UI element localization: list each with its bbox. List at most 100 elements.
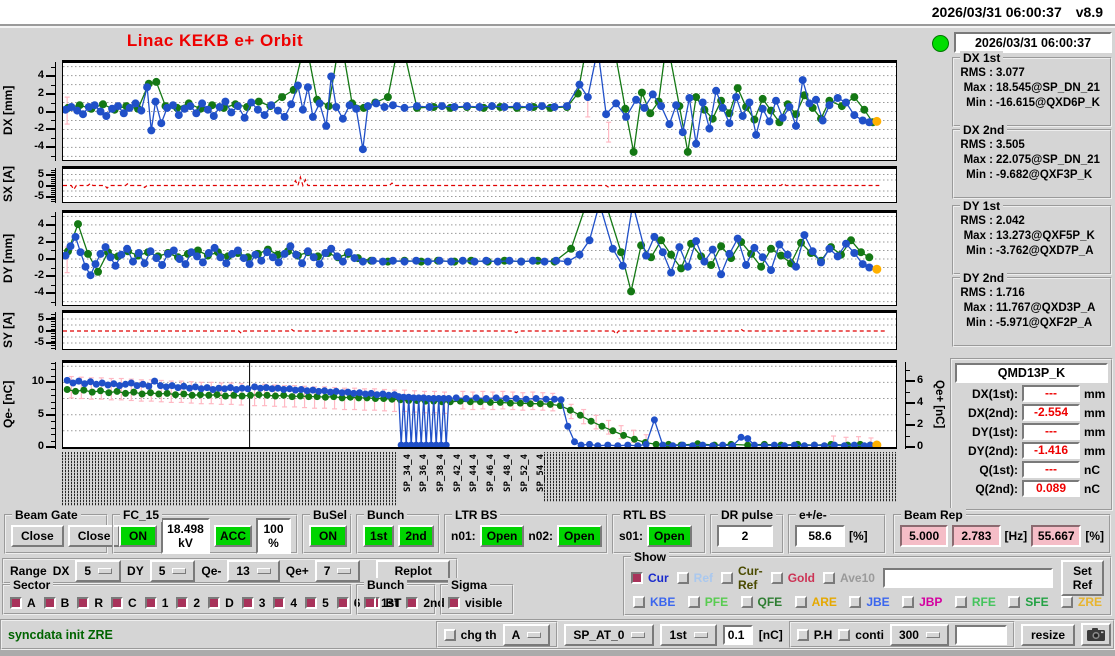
sigma-visible-checkbox[interactable] [448, 596, 460, 609]
sector-6-checkbox[interactable] [336, 596, 349, 609]
camera-snapshot-button[interactable] [1081, 623, 1111, 646]
busel-group: BuSel ON [302, 508, 352, 554]
threshold-input[interactable] [722, 624, 753, 645]
qe-plus-axis-title: Qe+ [nC] [933, 380, 945, 429]
sector-b-checkbox[interactable] [43, 596, 56, 609]
fc15-acc-button[interactable]: ACC [214, 525, 253, 547]
sector-2-checkbox[interactable] [176, 596, 189, 609]
ref-name-input[interactable] [882, 568, 1053, 588]
show-sfe-checkbox[interactable] [1008, 596, 1021, 608]
ltr-n01-open-button[interactable]: Open [479, 525, 525, 547]
bunch-1st-checkbox[interactable] [364, 596, 376, 609]
rtl-bs-group: RTL BS s01: Open [612, 508, 706, 554]
dropdown-indicator-icon [337, 568, 352, 574]
range-qe-plus-dropdown[interactable]: 7 [314, 560, 361, 582]
dy2-min: -5.971@QXF2P_A [996, 317, 1093, 329]
range-dy-dropdown[interactable]: 5 [149, 560, 196, 582]
sx-plot [62, 166, 897, 203]
bpm-select-dropdown[interactable]: SP_AT_0 [564, 623, 655, 646]
sector-4-checkbox[interactable] [273, 596, 286, 609]
page-title: Linac KEKB e+ Orbit [126, 31, 304, 50]
ph-checkbox[interactable] [796, 628, 809, 641]
dx1-title: DX 1st [960, 51, 1004, 65]
sx-y-axis: 5 0 -5 [16, 166, 62, 203]
status-bar: syncdata init ZRE [0, 619, 1115, 650]
dropdown-indicator-icon [693, 631, 708, 638]
bunch-1st-button[interactable]: 1st [363, 525, 395, 547]
busel-on-button[interactable]: ON [309, 525, 347, 547]
show-pfe-checkbox[interactable] [687, 596, 700, 608]
sector-3-checkbox[interactable] [241, 596, 254, 609]
bunch-select-group: Bunch 1st 2nd [356, 578, 445, 615]
dr-pulse-field: 2 [717, 525, 773, 547]
dropdown-indicator-icon [527, 631, 542, 638]
chg-th-checkbox[interactable] [443, 628, 456, 641]
bpm-name-cluster-right [544, 452, 897, 502]
rtl-s01-open-button[interactable]: Open [647, 525, 692, 547]
dy1st-value: --- [1022, 423, 1080, 440]
show-ref-checkbox[interactable] [676, 572, 689, 584]
bunch-group: Bunch 1st 2nd [356, 508, 440, 554]
dx1-rms: 3.077 [996, 67, 1025, 79]
sector-1-checkbox[interactable] [144, 596, 157, 609]
main-panel-edge [0, 26, 1115, 650]
dy2nd-value: -1.416 [1022, 442, 1080, 459]
set-ref-button[interactable]: Set Ref [1060, 560, 1104, 596]
sector-d-checkbox[interactable] [208, 596, 221, 609]
fc15-kv-field: 18.498 kV [161, 518, 211, 554]
heartbeat-indicator-icon [932, 35, 949, 52]
dx2-rms: 3.505 [996, 139, 1025, 151]
range-qe-minus-dropdown[interactable]: 13 [227, 560, 280, 582]
sector-select-dropdown[interactable]: A [502, 623, 551, 646]
count-input[interactable] [954, 624, 1007, 645]
sy-y-axis: 5 0 -5 [16, 310, 62, 350]
show-ave10-checkbox[interactable] [823, 572, 836, 584]
show-qfe-checkbox[interactable] [740, 596, 753, 608]
show-zre-checkbox[interactable] [1060, 596, 1073, 608]
dy2-max: 11.767@QXD3P_A [996, 302, 1096, 314]
show-jbp-checkbox[interactable] [902, 596, 915, 608]
show-jbe-checkbox[interactable] [849, 596, 862, 608]
bpm-monitor-panel: QMD13P_K DX(1st): --- mm DX(2nd): -2.554 mm … [950, 358, 1113, 511]
bunch-select-dropdown[interactable]: 1st [660, 623, 717, 646]
show-cur-checkbox[interactable] [631, 572, 643, 584]
sx-axis-title: SX [A] [1, 166, 15, 203]
q2nd-value: 0.089 [1022, 480, 1080, 497]
show-cur-ref-checkbox[interactable] [721, 572, 734, 584]
dy-plot [62, 210, 897, 306]
ltr-bs-group: LTR BS n01: Open n02: Open [444, 508, 608, 554]
sigma-group: Sigma visible [440, 578, 514, 615]
bunch-2nd-button[interactable]: 2nd [398, 525, 434, 547]
show-rfe-checkbox[interactable] [954, 596, 967, 608]
sector-r-checkbox[interactable] [77, 596, 90, 609]
sector-5-checkbox[interactable] [305, 596, 318, 609]
range-dx-dropdown[interactable]: 5 [75, 560, 122, 582]
dy-1st-stats-panel: DY 1st RMS :2.042 Max :13.273@QXF5P_K Mi… [952, 199, 1112, 275]
resize-button[interactable]: resize [1020, 623, 1075, 646]
dx1st-value: --- [1022, 385, 1080, 402]
dropdown-indicator-icon [172, 568, 187, 574]
beam-gate-close-1-button[interactable]: Close [11, 525, 64, 547]
conti-checkbox[interactable] [838, 628, 851, 641]
sy-plot [62, 310, 897, 350]
sector-c-checkbox[interactable] [111, 596, 124, 609]
dx-1st-stats-panel: DX 1st RMS :3.077 Max :18.545@SP_DN_21 M… [952, 51, 1112, 127]
beam-rep-set-field: 5.000 [900, 525, 949, 547]
sector-a-checkbox[interactable] [10, 596, 22, 609]
interval-dropdown[interactable]: 300 [889, 623, 949, 646]
fc15-on-button[interactable]: ON [119, 525, 157, 547]
show-group: Show Cur Ref Cur-Ref Gold Ave10 Set Ref … [623, 550, 1112, 616]
show-gold-checkbox[interactable] [770, 572, 783, 584]
bunch-2nd-checkbox[interactable] [406, 596, 419, 609]
show-are-checkbox[interactable] [794, 596, 807, 608]
bpm-name-field[interactable]: QMD13P_K [955, 363, 1108, 383]
qe-minus-axis-title: Qe- [nC] [1, 380, 15, 429]
ltr-n02-open-button[interactable]: Open [557, 525, 602, 547]
beam-rep-actual-field: 2.783 [952, 525, 1001, 547]
sector-group: Sector A B R C 1 2 D 3 4 5 6 BT [2, 578, 401, 615]
beam-gate-group: Beam Gate Close Close [4, 508, 121, 554]
dy-y-axis: 4 2 0 -2 -4 [16, 210, 62, 306]
show-kbe-checkbox[interactable] [633, 596, 645, 608]
replot-button[interactable]: Replot [376, 560, 450, 582]
